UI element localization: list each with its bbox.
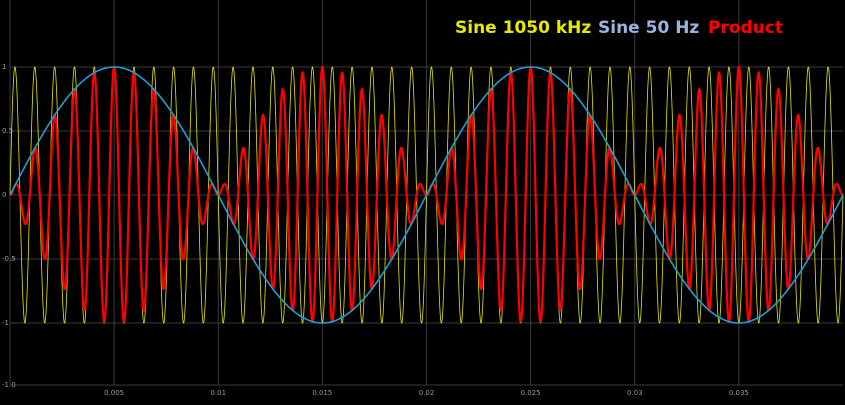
legend-entry-product: Product	[708, 18, 783, 38]
legend-entry-sine-1050: Sine 1050 kHz	[455, 18, 591, 38]
y-tick-labels: 1 0.5 0 -0.5 -1 -1.0	[2, 63, 16, 389]
y-tick-label: -1	[2, 319, 9, 327]
x-tick-label: 0.02	[419, 389, 435, 397]
legend-entry-sine-50: Sine 50 Hz	[598, 18, 699, 38]
x-tick-labels: 0.005 0.01 0.015 0.02 0.025 0.03 0.035	[104, 389, 749, 397]
x-tick-label: 0.015	[312, 389, 332, 397]
y-tick-label: -1.0	[2, 381, 16, 389]
y-tick-label: 0	[2, 191, 6, 199]
legend: Sine 1050 kHz Sine 50 Hz Product	[455, 18, 783, 38]
y-tick-label: -0.5	[2, 255, 16, 263]
x-tick-label: 0.03	[627, 389, 643, 397]
x-tick-label: 0.035	[729, 389, 749, 397]
y-tick-label: 0.5	[2, 127, 13, 135]
series-line-sine-50	[9, 66, 844, 324]
x-tick-label: 0.01	[210, 389, 226, 397]
x-tick-label: 0.005	[104, 389, 124, 397]
x-tick-label: 0.025	[521, 389, 541, 397]
y-tick-label: 1	[2, 63, 6, 71]
series-lines	[9, 65, 844, 324]
